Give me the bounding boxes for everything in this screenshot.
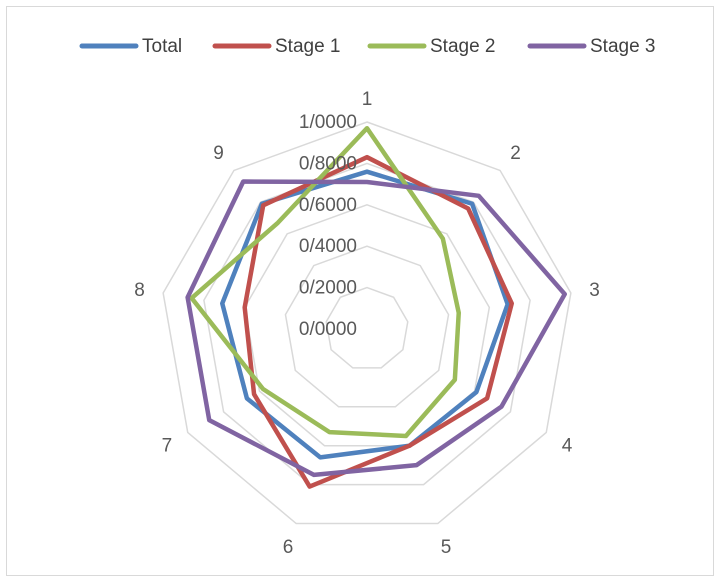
tick-label: 0/4000 bbox=[299, 236, 357, 257]
category-label: 5 bbox=[441, 537, 452, 558]
category-label: 8 bbox=[134, 280, 145, 301]
series-line-stage-1 bbox=[242, 154, 514, 489]
category-label: 4 bbox=[562, 436, 573, 457]
category-label: 6 bbox=[283, 537, 294, 558]
tick-label: 0/6000 bbox=[299, 195, 357, 216]
category-label: 3 bbox=[589, 280, 600, 301]
grid-ring-5 bbox=[162, 121, 572, 525]
legend-label: Total bbox=[142, 36, 182, 57]
chart-frame bbox=[6, 6, 714, 576]
grid-ring-3 bbox=[243, 204, 491, 447]
tick-label: 0/2000 bbox=[299, 278, 357, 299]
legend: Total Stage 1 Stage 2 Stage 3 bbox=[79, 36, 656, 57]
series-line-stage-3 bbox=[185, 179, 567, 478]
category-labels: 1 2 3 4 5 6 7 8 9 bbox=[134, 89, 600, 558]
radar-grid bbox=[162, 121, 572, 525]
grid-ring-1 bbox=[325, 286, 409, 369]
tick-label: 0/8000 bbox=[299, 153, 357, 174]
category-label: 9 bbox=[213, 143, 224, 164]
radial-tick-labels: 0/0000 0/2000 0/4000 0/6000 0/8000 1/0000 bbox=[299, 112, 357, 340]
category-label: 7 bbox=[162, 436, 173, 457]
series-line-stage-2 bbox=[189, 125, 461, 439]
grid-ring-4 bbox=[203, 162, 531, 486]
tick-label: 1/0000 bbox=[299, 112, 357, 133]
tick-label: 0/0000 bbox=[299, 319, 357, 340]
category-label: 2 bbox=[510, 143, 521, 164]
legend-label: Stage 2 bbox=[430, 36, 496, 57]
category-label: 1 bbox=[362, 89, 373, 110]
legend-label: Stage 1 bbox=[275, 36, 341, 57]
legend-label: Stage 3 bbox=[590, 36, 656, 57]
radar-series bbox=[185, 125, 567, 489]
grid-ring-2 bbox=[284, 245, 450, 408]
